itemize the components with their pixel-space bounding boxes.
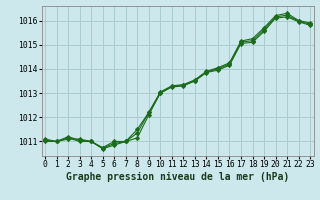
X-axis label: Graphe pression niveau de la mer (hPa): Graphe pression niveau de la mer (hPa) <box>66 172 289 182</box>
